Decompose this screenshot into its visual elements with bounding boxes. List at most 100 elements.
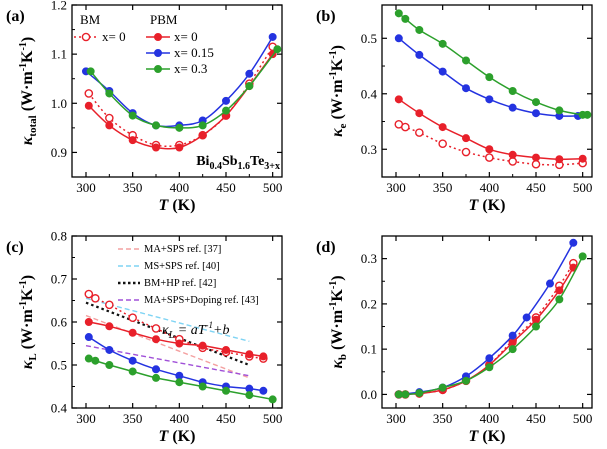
y-axis-label: κL (W·m-1K-1): [18, 275, 39, 369]
data-point: [555, 155, 564, 164]
x-tick-label: 450: [216, 411, 236, 426]
data-point: [105, 360, 114, 369]
y-axis-label: κb (W·m-1K-1): [328, 275, 349, 368]
x-tick-label: 400: [480, 411, 500, 426]
panel-label: (d): [316, 239, 336, 256]
y-tick-label: 0.0: [361, 387, 377, 402]
data-point: [198, 131, 207, 140]
data-point: [105, 89, 114, 98]
data-point: [415, 389, 424, 398]
fit-formula: κL = aT-1+b: [162, 320, 229, 341]
data-point: [105, 121, 114, 130]
data-point: [198, 121, 207, 130]
data-point: [555, 286, 564, 295]
data-point: [91, 356, 100, 365]
x-tick-label: 400: [170, 411, 190, 426]
data-point: [105, 113, 114, 123]
x-axis-label: T (K): [469, 197, 506, 214]
panel-c: 300 350 400 450 500 0.4 0.5 0.6 0.7 0.8 T (K) κL (W…: [6, 229, 283, 445]
data-point: [461, 147, 471, 157]
data-point: [245, 391, 254, 400]
x-tick-label: 300: [76, 180, 96, 195]
data-point: [532, 109, 541, 118]
legend-swatch-marker: [153, 49, 162, 58]
series-line: [88, 357, 273, 401]
data-point: [555, 295, 564, 304]
data-point: [532, 322, 541, 331]
data-point: [175, 143, 184, 152]
data-point: [438, 139, 447, 149]
panel-b: 300 350 400 450 500 0.3 0.4 0.5 T (K) κe (W·m-1K-…: [316, 4, 593, 214]
y-tick-label: 0.4: [361, 86, 378, 101]
data-point: [485, 363, 494, 372]
data-point: [415, 25, 424, 34]
y-axis-label: κtotal (W·m-1K-1): [18, 37, 39, 145]
panel-a-frame: [71, 4, 283, 178]
data-point: [221, 345, 230, 354]
data-point: [415, 128, 424, 137]
data-point: [438, 123, 447, 132]
x-tick-label: 300: [386, 411, 406, 426]
data-point: [394, 34, 403, 43]
data-point: [461, 376, 470, 385]
data-point: [508, 87, 517, 96]
data-point: [401, 390, 410, 399]
data-point: [438, 39, 447, 48]
data-point: [175, 339, 184, 348]
data-point: [532, 315, 541, 324]
data-point: [84, 317, 93, 326]
data-point: [84, 89, 94, 98]
data-point: [532, 98, 541, 107]
series-line: [88, 46, 274, 148]
data-point: [461, 134, 470, 143]
data-point: [245, 69, 254, 78]
data-point: [461, 84, 470, 93]
y-tick-label: 0.9: [51, 145, 67, 160]
data-point: [583, 110, 592, 119]
x-axis-label: T (K): [159, 197, 196, 214]
y-tick-label: 1.2: [51, 0, 67, 13]
data-point: [394, 9, 403, 18]
data-point: [245, 350, 254, 359]
x-tick-label: 400: [170, 180, 190, 195]
data-point: [531, 159, 541, 169]
data-point: [151, 143, 160, 152]
series-line: [398, 242, 574, 396]
composition-annotation: Bi0.4Sb1.6Te3+x: [196, 154, 280, 172]
data-point: [128, 313, 137, 323]
x-tick-label: 450: [526, 411, 546, 426]
data-point: [508, 103, 517, 112]
y-tick-label: 0.6: [51, 315, 68, 330]
y-tick-label: 0.5: [51, 358, 67, 373]
data-point: [175, 123, 184, 132]
x-tick-label: 400: [480, 180, 500, 195]
legend-swatch-marker: [81, 32, 91, 42]
data-point: [268, 395, 277, 404]
panel-d-frame: [381, 235, 593, 409]
legend-group-title: PBM: [150, 12, 178, 27]
data-point: [105, 322, 114, 331]
data-point: [485, 153, 494, 162]
data-point: [415, 50, 424, 59]
y-tick-label: 0.8: [51, 229, 67, 244]
x-tick-label: 450: [216, 180, 236, 195]
data-point: [151, 335, 160, 344]
data-point: [198, 382, 207, 391]
data-point: [259, 352, 268, 361]
panel-label: (b): [316, 8, 336, 25]
data-point: [151, 365, 160, 374]
data-point: [522, 313, 531, 322]
y-tick-label: 1.0: [51, 96, 67, 111]
data-point: [546, 279, 555, 288]
data-point: [84, 333, 93, 342]
x-tick-label: 500: [263, 180, 283, 195]
panel-b-frame: [381, 4, 593, 178]
data-point: [221, 96, 230, 105]
data-point: [128, 356, 137, 365]
data-point: [221, 386, 230, 395]
data-point: [128, 136, 137, 145]
data-point: [508, 338, 517, 347]
reference-line: [85, 301, 250, 367]
reference-legend-label: BM+HP ref. [42]: [144, 278, 216, 289]
